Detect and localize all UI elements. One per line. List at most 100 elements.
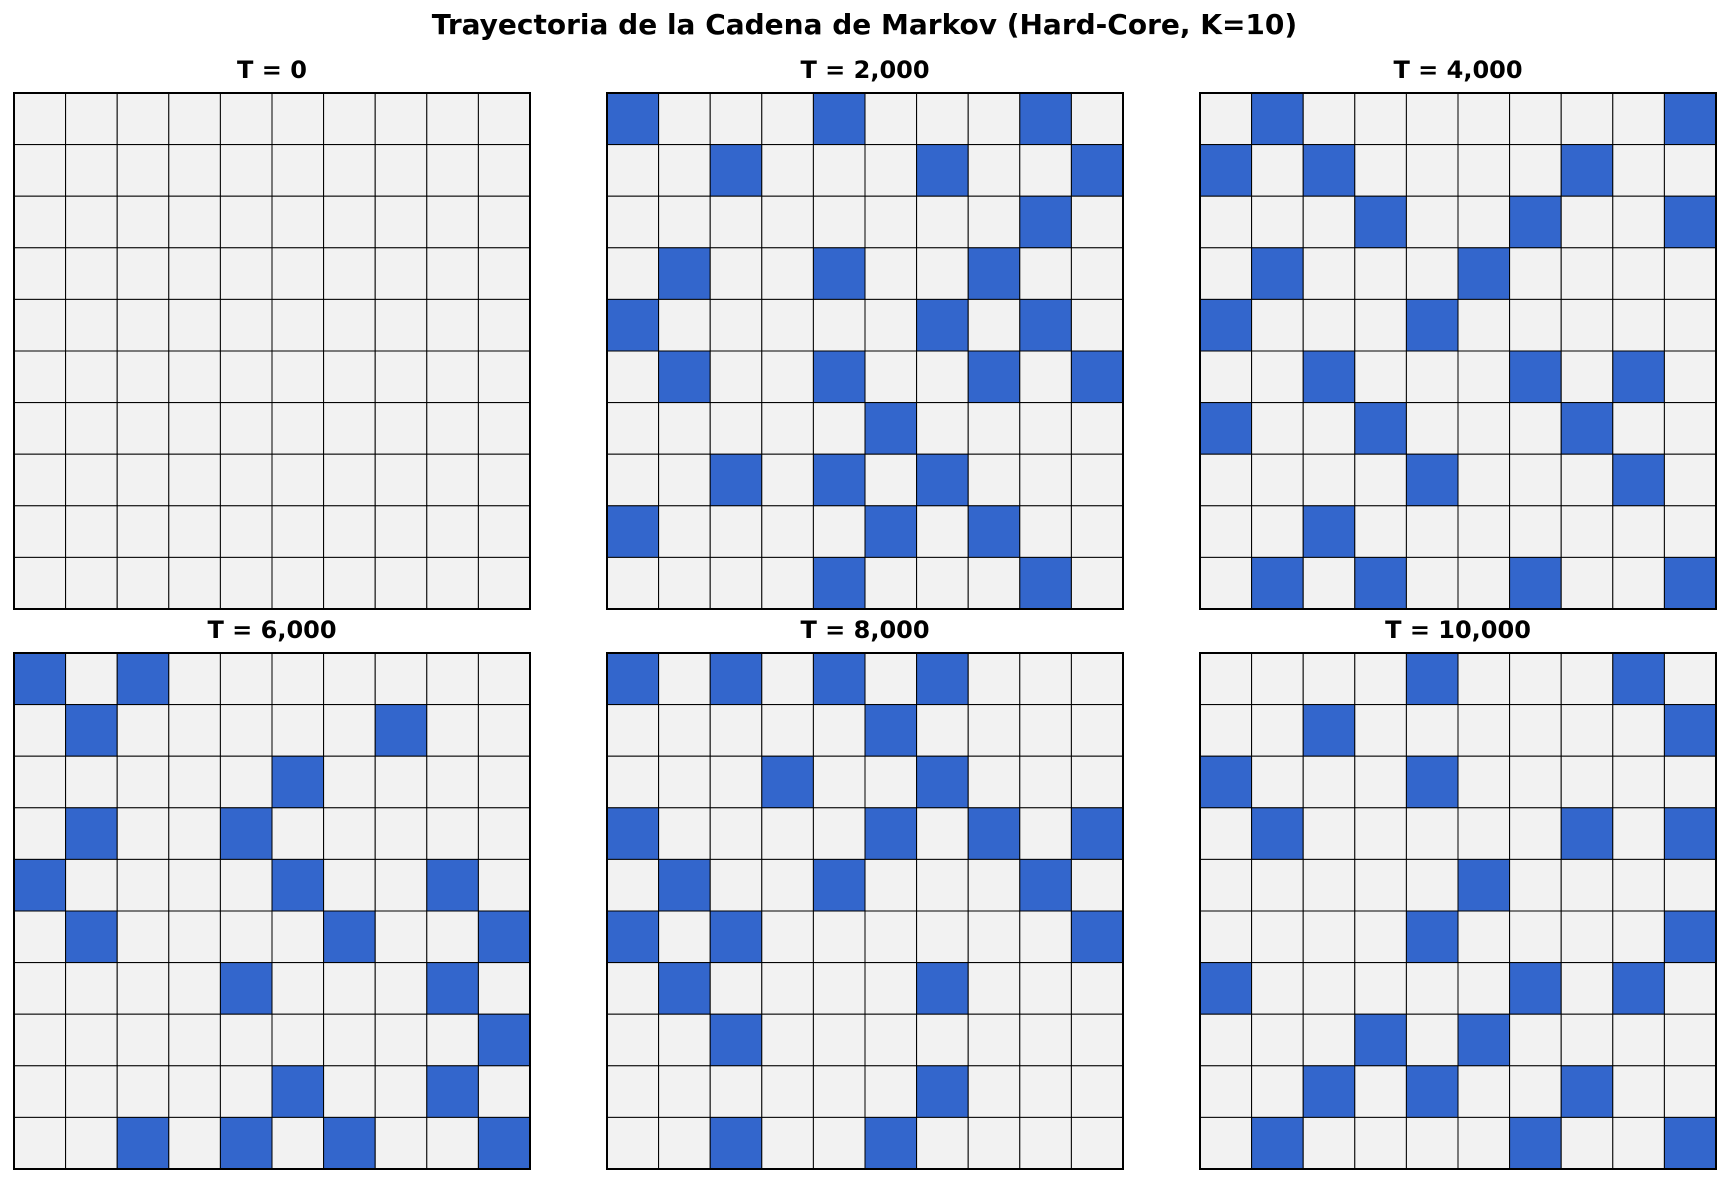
empty-cell [1302, 92, 1356, 146]
empty-cell [1199, 1116, 1253, 1170]
empty-cell [219, 92, 273, 146]
empty-cell [374, 962, 428, 1015]
empty-cell [426, 704, 479, 757]
empty-cell [1070, 402, 1124, 455]
empty-cell [477, 195, 531, 249]
empty-cell [477, 556, 531, 610]
empty-cell [374, 350, 428, 404]
empty-cell [1019, 1065, 1072, 1118]
empty-cell [271, 910, 325, 964]
empty-cell [426, 350, 479, 404]
empty-cell [13, 704, 67, 757]
empty-cell [323, 195, 376, 249]
empty-cell [1457, 350, 1511, 404]
empty-cell [864, 1013, 918, 1067]
empty-cell [1302, 910, 1356, 964]
occupied-cell [864, 505, 918, 558]
empty-cell [761, 350, 814, 404]
empty-cell [967, 1065, 1021, 1118]
empty-cell [606, 402, 660, 455]
empty-cell [116, 962, 170, 1015]
empty-cell [116, 858, 170, 912]
occupied-cell [271, 755, 325, 809]
empty-cell [374, 858, 428, 912]
empty-cell [606, 195, 660, 249]
empty-cell [168, 1116, 221, 1170]
occupied-cell [1612, 962, 1665, 1015]
occupied-cell [323, 910, 376, 964]
empty-cell [658, 195, 711, 249]
empty-cell [658, 144, 711, 197]
empty-cell [812, 505, 866, 558]
occupied-cell [606, 910, 660, 964]
occupied-cell [1560, 1065, 1614, 1118]
grid-frame [1199, 652, 1717, 1170]
empty-cell [1302, 962, 1356, 1015]
empty-cell [323, 807, 376, 860]
empty-cell [1663, 350, 1717, 404]
empty-cell [1457, 505, 1511, 558]
empty-cell [477, 92, 531, 146]
empty-cell [812, 755, 866, 809]
empty-cell [477, 453, 531, 507]
occupied-cell [477, 1013, 531, 1067]
empty-cell [1302, 807, 1356, 860]
empty-cell [426, 807, 479, 860]
occupied-cell [219, 1116, 273, 1170]
empty-cell [323, 962, 376, 1015]
empty-cell [116, 247, 170, 300]
occupied-cell [1612, 453, 1665, 507]
empty-cell [1019, 652, 1072, 706]
empty-cell [709, 298, 763, 352]
empty-cell [1199, 807, 1253, 860]
empty-cell [1019, 755, 1072, 809]
empty-cell [477, 144, 531, 197]
empty-cell [812, 1065, 866, 1118]
empty-cell [323, 1013, 376, 1067]
empty-cell [271, 350, 325, 404]
empty-cell [13, 1116, 67, 1170]
occupied-cell [13, 858, 67, 912]
empty-cell [1509, 1065, 1562, 1118]
empty-cell [658, 505, 711, 558]
empty-cell [374, 298, 428, 352]
empty-cell [374, 195, 428, 249]
empty-cell [219, 1013, 273, 1067]
occupied-cell [1612, 350, 1665, 404]
empty-cell [967, 1013, 1021, 1067]
empty-cell [116, 144, 170, 197]
occupied-cell [426, 1065, 479, 1118]
occupied-cell [65, 704, 118, 757]
empty-cell [271, 144, 325, 197]
empty-cell [658, 1116, 711, 1170]
empty-cell [761, 858, 814, 912]
empty-cell [374, 1116, 428, 1170]
empty-cell [1019, 247, 1072, 300]
empty-cell [13, 402, 67, 455]
empty-cell [1560, 92, 1614, 146]
empty-cell [1199, 453, 1253, 507]
empty-cell [168, 247, 221, 300]
empty-cell [1302, 247, 1356, 300]
empty-cell [606, 858, 660, 912]
empty-cell [1070, 704, 1124, 757]
empty-cell [1302, 195, 1356, 249]
empty-cell [65, 1116, 118, 1170]
occupied-cell [916, 962, 969, 1015]
empty-cell [658, 807, 711, 860]
empty-cell [219, 402, 273, 455]
empty-cell [271, 505, 325, 558]
empty-cell [1251, 755, 1304, 809]
empty-cell [658, 1065, 711, 1118]
empty-cell [65, 92, 118, 146]
empty-cell [1019, 910, 1072, 964]
empty-cell [1560, 858, 1614, 912]
empty-cell [1070, 1013, 1124, 1067]
occupied-cell [709, 1116, 763, 1170]
occupied-cell [219, 962, 273, 1015]
empty-cell [219, 910, 273, 964]
empty-cell [606, 1013, 660, 1067]
empty-cell [65, 962, 118, 1015]
empty-cell [374, 247, 428, 300]
empty-cell [606, 453, 660, 507]
